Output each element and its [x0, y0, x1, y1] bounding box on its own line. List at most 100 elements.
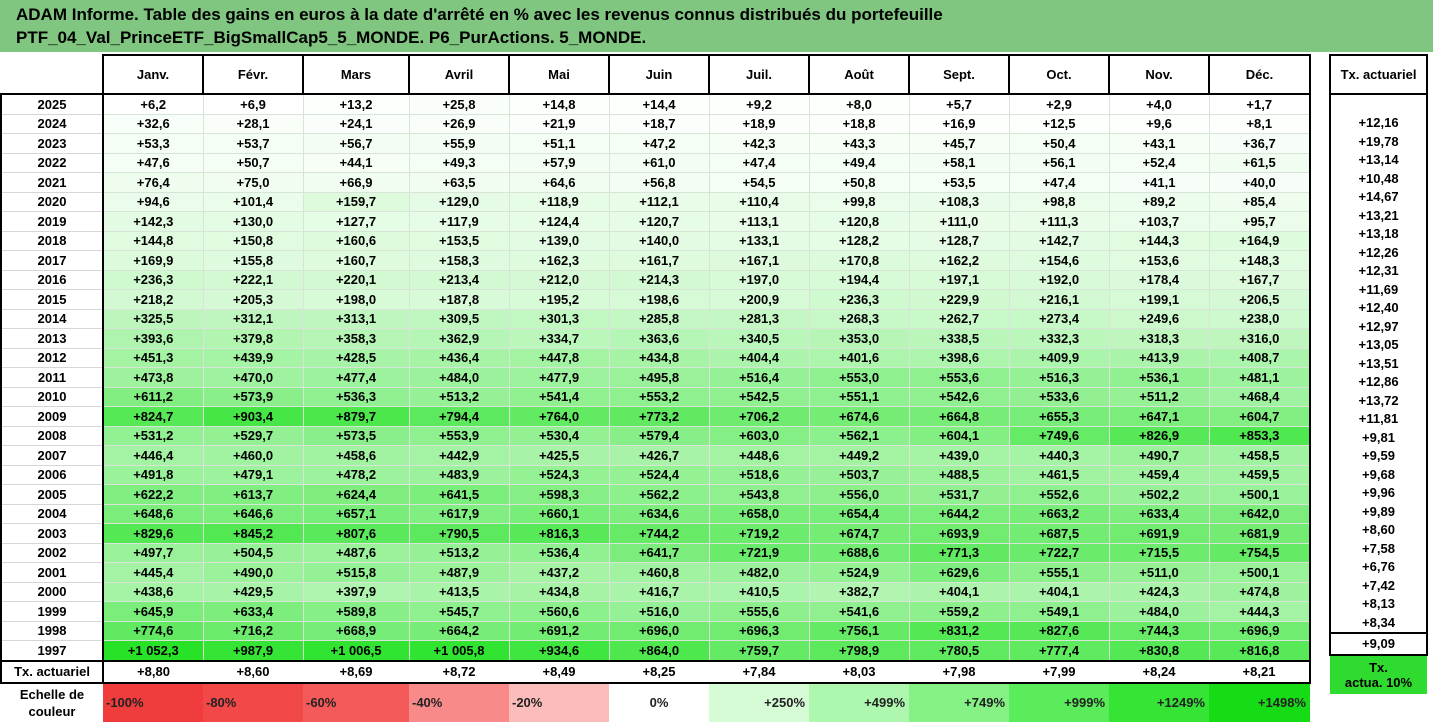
month-header: Déc.: [1208, 54, 1311, 95]
month-header-row: Janv. Févr. Mars Avril Mai Juin Juil. Août Sept.…: [1, 54, 1311, 95]
gain-cell: +573,9: [202, 386, 304, 407]
gain-cell: +629,6: [908, 562, 1010, 583]
gain-cell: +12,5: [1008, 113, 1110, 134]
tx-actuariel-value: +14,67: [1329, 187, 1428, 206]
gain-cell: +744,2: [608, 523, 710, 544]
tx-row: +13,72: [1329, 391, 1428, 410]
tx-actuariel-value: +9,96: [1329, 483, 1428, 502]
gain-cell: +437,2: [508, 562, 610, 583]
gain-cell: +50,7: [202, 152, 304, 173]
gain-cell: +445,4: [102, 562, 204, 583]
gain-cell: +648,6: [102, 503, 204, 524]
gain-cell: +542,5: [708, 386, 810, 407]
gain-cell: +633,4: [202, 601, 304, 622]
tx-actuariel-value: +12,86: [1329, 372, 1428, 391]
gain-cell: +61,5: [1208, 152, 1311, 173]
gain-cell: +552,6: [1008, 484, 1110, 505]
gain-cell: +111,3: [1008, 211, 1110, 232]
gain-cell: +47,4: [708, 152, 810, 173]
tx-row: +12,86: [1329, 372, 1428, 391]
color-scale-swatch: +499%: [809, 682, 909, 722]
gain-cell: +560,6: [508, 601, 610, 622]
gain-cell: +404,4: [708, 347, 810, 368]
month-header: Janv.: [102, 54, 204, 95]
year-label: 2016: [0, 269, 104, 290]
gain-cell: +500,1: [1208, 484, 1311, 505]
gain-cell: +488,5: [908, 464, 1010, 485]
gain-cell: +199,1: [1108, 289, 1210, 310]
tx-row: +8,60: [1329, 520, 1428, 539]
gain-cell: +604,7: [1208, 406, 1311, 427]
gain-cell: +693,9: [908, 523, 1010, 544]
gain-cell: +409,9: [1008, 347, 1110, 368]
gain-cell: +358,3: [302, 328, 410, 349]
gain-cell: +773,2: [608, 406, 710, 427]
gain-cell: +49,3: [408, 152, 510, 173]
gain-cell: +556,0: [808, 484, 910, 505]
gain-cell: +164,9: [1208, 230, 1311, 251]
tx-row: +12,31: [1329, 261, 1428, 280]
gain-cell: +668,9: [302, 620, 410, 641]
gain-cell: +139,0: [508, 230, 610, 251]
month-header: Févr.: [202, 54, 304, 95]
gain-cell: +198,6: [608, 289, 710, 310]
gain-cell: +50,4: [1008, 133, 1110, 154]
gain-cell: +645,9: [102, 601, 204, 622]
gain-cell: +524,4: [608, 464, 710, 485]
tx-row: +14,67: [1329, 187, 1428, 206]
gain-cell: +794,4: [408, 406, 510, 427]
tx-actuariel-month-value: +7,98: [909, 659, 1009, 684]
gain-cell: +56,8: [608, 172, 710, 193]
gain-cell: +268,3: [808, 308, 910, 329]
gain-cell: +187,8: [408, 289, 510, 310]
gain-cell: +14,8: [508, 93, 610, 115]
year-label: 2007: [0, 445, 104, 465]
gain-cell: +1,7: [1208, 93, 1311, 115]
color-scale-swatch: +1498%: [1209, 682, 1310, 722]
gain-cell: +531,7: [908, 484, 1010, 505]
tx-actuariel-value: +7,58: [1329, 539, 1428, 558]
tx-row: +12,26: [1329, 243, 1428, 262]
gain-cell: +410,5: [708, 581, 810, 602]
color-scale-swatch: +999%: [1009, 682, 1109, 722]
gain-cell: +545,7: [408, 601, 510, 622]
tx-actuariel-value: +11,69: [1329, 280, 1428, 299]
gain-cell: +108,3: [908, 191, 1010, 212]
gain-cell: +438,6: [102, 581, 204, 602]
tx-actuariel-value: +13,51: [1329, 354, 1428, 373]
gain-cell: +133,1: [708, 230, 810, 251]
tx-actuariel-value: +13,18: [1329, 224, 1428, 243]
gain-cell: +516,0: [608, 601, 710, 622]
month-header: Août: [808, 54, 910, 95]
gain-cell: +75,0: [202, 172, 304, 193]
gain-cell: +807,6: [302, 523, 410, 544]
tx-actuariel-month-value: +7,99: [1009, 659, 1109, 684]
tx-row: +9,59: [1329, 446, 1428, 465]
year-label: 2020: [0, 191, 104, 212]
year-label: 2012: [0, 347, 104, 368]
gain-cell: +674,7: [808, 523, 910, 544]
tx-row: [1329, 93, 1428, 114]
year-label: 2011: [0, 367, 104, 387]
gain-cell: +429,5: [202, 581, 304, 602]
gain-cell: +45,7: [908, 133, 1010, 154]
gain-cell: +144,3: [1108, 230, 1210, 251]
gain-cell: +153,5: [408, 230, 510, 251]
tx-actuariel-table: Tx. actuariel +12,16 +19,78 +13,14 +10,48 +1…: [1329, 54, 1428, 694]
gain-cell: +542,6: [908, 386, 1010, 407]
gain-cell: +120,8: [808, 211, 910, 232]
year-label: 2024: [0, 113, 104, 134]
gain-cell: +646,6: [202, 503, 304, 524]
color-scale-swatch: +250%: [709, 682, 809, 722]
table-row: 2004 +648,6 +646,6 +657,1 +617,9 +660,1 +634,6…: [0, 503, 1311, 524]
gain-cell: +530,4: [508, 425, 610, 446]
corner-cell: [1, 55, 104, 95]
gain-cell: +490,7: [1108, 445, 1210, 466]
gain-cell: +325,5: [102, 308, 204, 329]
tx-actuariel-header: Tx. actuariel: [1329, 54, 1428, 95]
gain-cell: +428,5: [302, 347, 410, 368]
gain-cell: +56,7: [302, 133, 410, 154]
color-scale-swatch: -60%: [303, 682, 409, 722]
tx-actuariel-value: +10,48: [1329, 169, 1428, 188]
gain-cell: +89,2: [1108, 191, 1210, 212]
